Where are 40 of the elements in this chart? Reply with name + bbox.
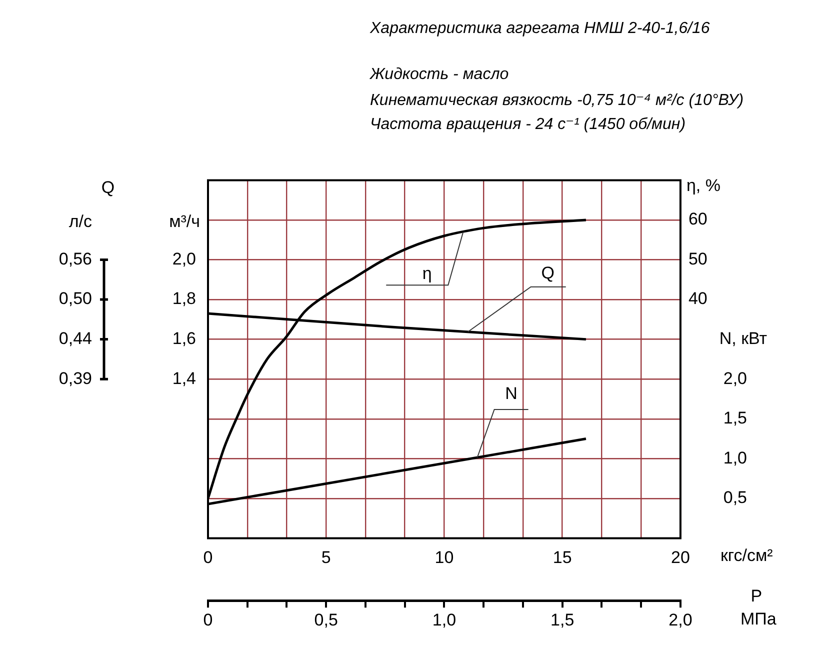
text: 0,39 — [58, 368, 92, 388]
chart-title: Характеристика агрегата НМШ 2-40-1,6/16 — [370, 20, 710, 38]
text: N — [505, 384, 518, 404]
x2-tick-label: 1,0 — [432, 610, 456, 630]
y2-tick-label: 40 — [688, 289, 708, 308]
y-tick-label: 2,0 — [172, 249, 196, 268]
x-axis-title: кгс/см² — [720, 546, 774, 565]
y2-tick-label: 50 — [688, 249, 708, 268]
x-tick-label: 0 — [203, 548, 213, 568]
text: 0,44 — [58, 329, 92, 348]
y-tick-label: 1,6 — [172, 329, 196, 348]
y3-tick-label: 0,5 — [723, 488, 748, 508]
y3-tick-label: 2,0 — [723, 368, 748, 388]
text: Q — [541, 264, 554, 283]
text: P — [750, 586, 762, 606]
y-tick-label: 1,4 — [172, 368, 196, 388]
text: Частота вращения - 24 с⁻¹ (1450 об/мин) — [370, 115, 686, 134]
y-axis-title: м³/ч — [169, 212, 200, 231]
y2-axis-title: η, % — [686, 176, 720, 195]
chart-subtitle: Жидкость - масло — [370, 66, 509, 84]
x-tick-label: 5 — [321, 548, 331, 568]
text: 0,56 — [58, 249, 92, 268]
y3-tick-label: 1,0 — [723, 448, 748, 468]
x2-tick-label: 0 — [203, 610, 213, 630]
text: Кинематическая вязкость -0,75 10⁻⁴ м²/с (10°ВУ) — [370, 91, 744, 110]
y3-axis-title: N, кВт — [719, 328, 768, 348]
y2-tick-label: 60 — [688, 210, 708, 229]
x2-tick-label: 0,5 — [314, 610, 338, 630]
text: 0,50 — [58, 289, 92, 308]
x-tick-label: 20 — [671, 548, 690, 568]
series-label: η — [422, 264, 432, 283]
x2-axis-title: МПа — [740, 610, 777, 629]
text: Q — [101, 178, 115, 197]
y3-tick-label: 1,5 — [723, 408, 748, 428]
x2-tick-label: 1,5 — [550, 610, 574, 630]
x-tick-label: 10 — [434, 548, 454, 568]
x-tick-label: 15 — [552, 548, 572, 568]
y-tick-label: 1,8 — [172, 289, 196, 308]
x2-tick-label: 2,0 — [668, 610, 692, 630]
text: л/с — [68, 212, 92, 231]
